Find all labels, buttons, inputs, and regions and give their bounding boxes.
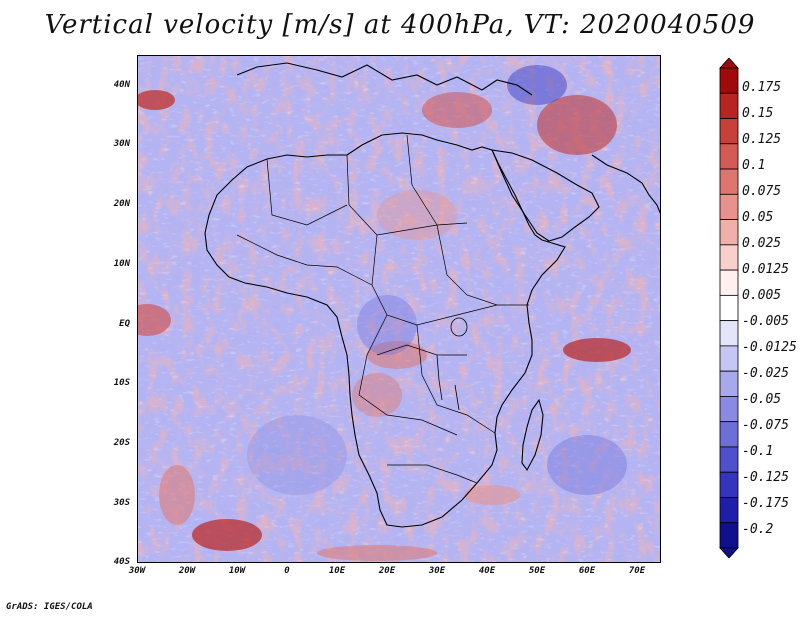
colorbar-segment [719, 67, 739, 94]
colorbar-segment [719, 118, 739, 145]
colorbar-label: 0.05 [742, 210, 774, 225]
colorbar-label: -0.1 [742, 444, 774, 459]
lon-tick-label: 10E [328, 566, 346, 576]
lon-tick-label: 40E [478, 566, 496, 576]
credit-text: GrADS: IGES/COLA [6, 602, 93, 612]
colorbar-segment [719, 244, 739, 271]
chart-title: Vertical velocity [m/s] at 400hPa, VT: 2… [44, 10, 756, 40]
colorbar-segment [719, 396, 739, 423]
colorbar-arrow-top [719, 58, 739, 69]
country-borders [236, 134, 529, 484]
colorbar-label: -0.05 [742, 392, 782, 407]
colorbar-segment [719, 471, 739, 498]
lat-tick-label: 10S [113, 378, 130, 388]
colorbar-segment [719, 193, 739, 220]
lat-tick-label: EQ [119, 319, 130, 329]
colorbar-label: -0.075 [742, 418, 789, 433]
lon-tick-label: 10W [228, 566, 246, 576]
lon-tick-label: 60E [578, 566, 596, 576]
colorbar-segment [719, 143, 739, 170]
colorbar-label: 0.15 [742, 106, 774, 121]
colorbar-label: -0.0125 [742, 340, 797, 355]
lat-tick-label: 40N [113, 80, 130, 90]
colorbar-segment [719, 219, 739, 246]
lon-tick-label: 70E [628, 566, 646, 576]
colorbar-segment [719, 168, 739, 195]
colorbar-label: -0.125 [742, 470, 789, 485]
lat-tick-label: 20S [113, 438, 130, 448]
colorbar-segment [719, 269, 739, 296]
lon-tick-label: 30W [128, 566, 146, 576]
lon-tick-label: 20E [378, 566, 396, 576]
africa-coastline [204, 132, 566, 528]
colorbar-label: 0.025 [742, 236, 782, 251]
colorbar-label: -0.005 [742, 314, 789, 329]
lon-tick-label: 30E [428, 566, 446, 576]
colorbar-label: -0.175 [742, 496, 789, 511]
colorbar-label: 0.1 [742, 158, 766, 173]
colorbar-label: -0.025 [742, 366, 789, 381]
lon-tick-label: 20W [178, 566, 196, 576]
vertical-velocity-map [137, 55, 661, 563]
colorbar [719, 58, 739, 558]
colorbar-segment [719, 522, 739, 549]
lat-tick-label: 30N [113, 139, 130, 149]
colorbar-label: 0.005 [742, 288, 782, 303]
lat-tick-label: 20N [113, 199, 130, 209]
lat-tick-label: 10N [113, 259, 130, 269]
ascent-hotspots [137, 90, 631, 561]
lat-tick-label: 40S [113, 557, 130, 567]
arabia-coastline [491, 149, 600, 242]
colorbar-segment [719, 320, 739, 347]
colorbar-segment [719, 421, 739, 448]
lon-tick-label: 0 [284, 566, 290, 576]
colorbar-segment [719, 370, 739, 397]
madagascar-coastline [521, 398, 544, 472]
colorbar-label: 0.075 [742, 184, 782, 199]
colorbar-label: 0.125 [742, 132, 782, 147]
colorbar-segment [719, 92, 739, 119]
map-border [137, 55, 661, 563]
great-lakes [436, 317, 468, 411]
descent-hotspots [247, 65, 627, 495]
europe-coastline [236, 62, 533, 96]
colorbar-label: -0.2 [742, 522, 774, 537]
colorbar-label: 0.0125 [742, 262, 789, 277]
lon-tick-label: 50E [528, 566, 546, 576]
map-panel [137, 55, 661, 563]
colorbar-segment [719, 497, 739, 524]
colorbar-segment [719, 446, 739, 473]
colorbar-segment [719, 294, 739, 322]
colorbar-arrow-bottom [719, 547, 739, 558]
colorbar-segment [719, 345, 739, 372]
colorbar-label: 0.175 [742, 80, 782, 95]
iran-india-coastline [591, 154, 661, 216]
lat-tick-label: 30S [113, 498, 130, 508]
